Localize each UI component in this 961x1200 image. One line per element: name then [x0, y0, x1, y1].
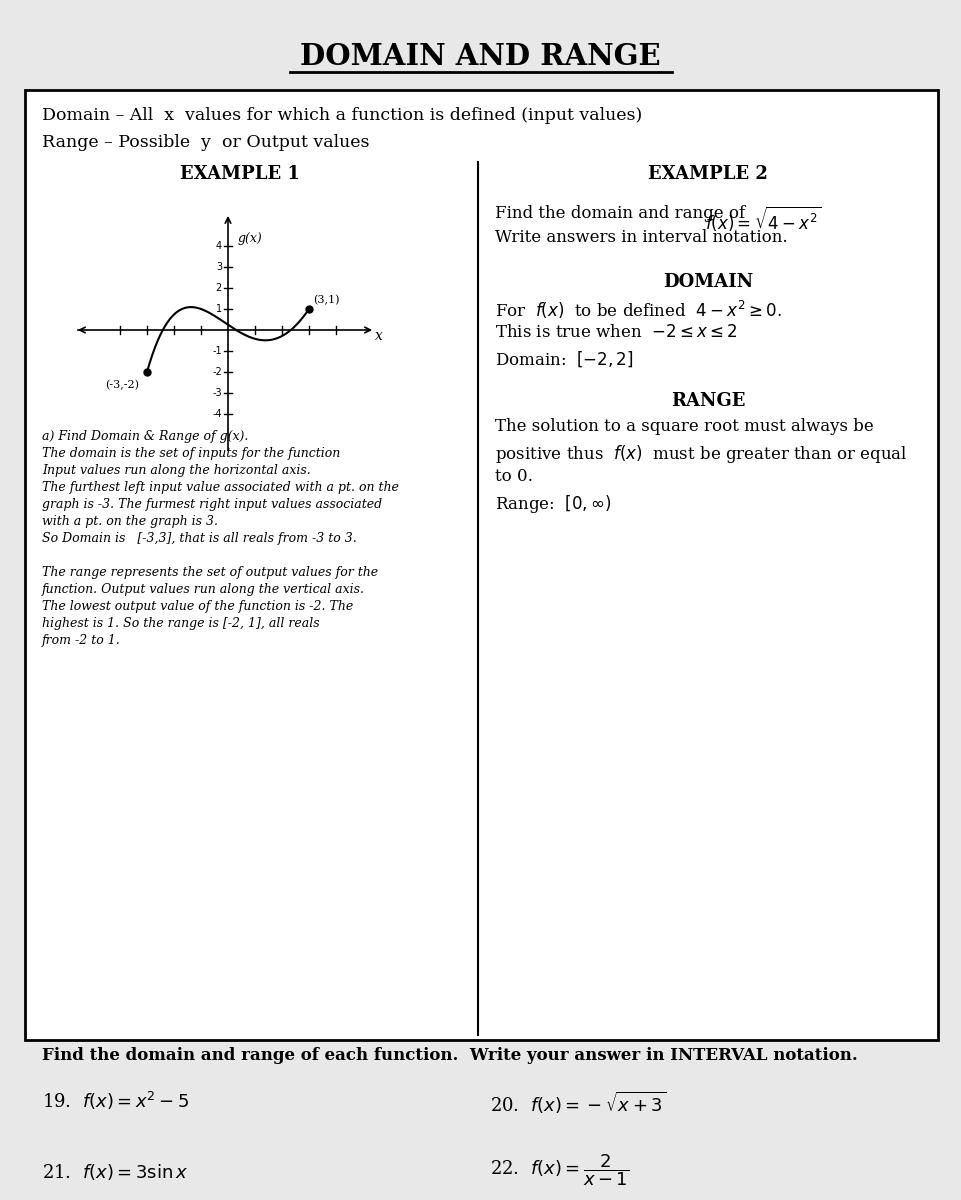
- Text: This is true when  $-2 \leq x \leq 2$: This is true when $-2 \leq x \leq 2$: [495, 324, 738, 341]
- Text: -2: -2: [212, 367, 222, 377]
- Text: 22.  $f(x) = \dfrac{2}{x-1}$: 22. $f(x) = \dfrac{2}{x-1}$: [490, 1152, 629, 1188]
- Text: DOMAIN AND RANGE: DOMAIN AND RANGE: [300, 42, 660, 71]
- Text: -3: -3: [212, 388, 222, 398]
- Text: RANGE: RANGE: [671, 392, 745, 410]
- Text: highest is 1. So the range is [-2, 1], all reals: highest is 1. So the range is [-2, 1], a…: [42, 617, 320, 630]
- Text: DOMAIN: DOMAIN: [663, 272, 753, 290]
- Text: EXAMPLE 2: EXAMPLE 2: [648, 164, 768, 182]
- Text: The range represents the set of output values for the: The range represents the set of output v…: [42, 566, 378, 578]
- Text: So Domain is   [-3,3], that is all reals from -3 to 3.: So Domain is [-3,3], that is all reals f…: [42, 532, 357, 545]
- Text: 21.  $f(x) = 3\sin x$: 21. $f(x) = 3\sin x$: [42, 1162, 188, 1182]
- Text: Input values run along the horizontal axis.: Input values run along the horizontal ax…: [42, 464, 310, 476]
- Text: Range – Possible  y  or Output values: Range – Possible y or Output values: [42, 134, 369, 151]
- Text: 19.  $f(x) = x^2 - 5$: 19. $f(x) = x^2 - 5$: [42, 1090, 189, 1112]
- Text: The lowest output value of the function is -2. The: The lowest output value of the function …: [42, 600, 354, 613]
- Text: with a pt. on the graph is 3.: with a pt. on the graph is 3.: [42, 515, 218, 528]
- Text: -1: -1: [212, 346, 222, 356]
- Text: (3,1): (3,1): [313, 295, 339, 305]
- Text: The domain is the set of inputs for the function: The domain is the set of inputs for the …: [42, 446, 340, 460]
- Text: 1: 1: [216, 304, 222, 314]
- Text: x: x: [375, 329, 382, 343]
- Text: from -2 to 1.: from -2 to 1.: [42, 634, 121, 647]
- Text: a) Find Domain & Range of g(x).: a) Find Domain & Range of g(x).: [42, 430, 248, 443]
- Text: For  $f(x)$  to be defined  $4-x^2 \geq 0$.: For $f(x)$ to be defined $4-x^2 \geq 0$.: [495, 299, 782, 322]
- Text: function. Output values run along the vertical axis.: function. Output values run along the ve…: [42, 583, 365, 596]
- Text: graph is -3. The furmest right input values associated: graph is -3. The furmest right input val…: [42, 498, 382, 511]
- Text: Domain:  $[-2,2]$: Domain: $[-2,2]$: [495, 349, 633, 368]
- Text: Write answers in interval notation.: Write answers in interval notation.: [495, 229, 788, 246]
- Text: Range:  $[0,\infty)$: Range: $[0,\infty)$: [495, 493, 611, 515]
- Text: (-3,-2): (-3,-2): [105, 380, 139, 390]
- Text: The furthest left input value associated with a pt. on the: The furthest left input value associated…: [42, 481, 399, 494]
- Text: The solution to a square root must always be: The solution to a square root must alway…: [495, 418, 874, 434]
- Text: 3: 3: [216, 262, 222, 272]
- Text: positive thus  $f(x)$  must be greater than or equal: positive thus $f(x)$ must be greater tha…: [495, 443, 908, 464]
- Text: $f(x) = \sqrt{4-x^2}$: $f(x) = \sqrt{4-x^2}$: [705, 204, 821, 233]
- Text: -4: -4: [212, 409, 222, 419]
- Text: Find the domain and range of: Find the domain and range of: [495, 205, 755, 222]
- Text: EXAMPLE 1: EXAMPLE 1: [180, 164, 300, 182]
- Text: Domain – All  x  values for which a function is defined (input values): Domain – All x values for which a functi…: [42, 107, 642, 124]
- Text: to 0.: to 0.: [495, 468, 533, 485]
- Text: Find the domain and range of each function.  Write your answer in INTERVAL notat: Find the domain and range of each functi…: [42, 1046, 858, 1064]
- Text: g(x): g(x): [238, 232, 262, 245]
- Text: 4: 4: [216, 241, 222, 251]
- Text: 2: 2: [216, 283, 222, 293]
- Text: 20.  $f(x) = -\sqrt{x+3}$: 20. $f(x) = -\sqrt{x+3}$: [490, 1090, 666, 1116]
- Bar: [25, 90, 938, 1040]
